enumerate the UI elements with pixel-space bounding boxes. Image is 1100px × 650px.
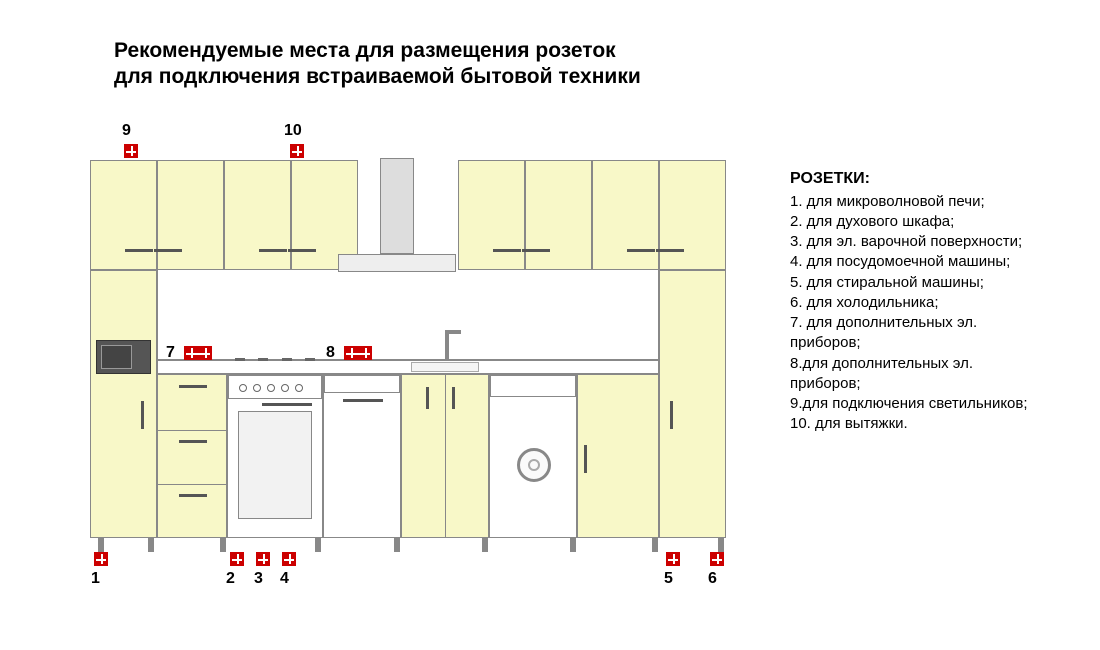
title-line-1: Рекомендуемые места для размещения розет… (114, 38, 641, 64)
lower-unit-door (577, 374, 659, 538)
legend-item: 8.для дополнительных эл. приборов; (790, 354, 1040, 395)
tall-cabinet (659, 270, 726, 538)
upper-cabinet (592, 160, 659, 270)
legend-item: 9.для подключения светильников; (790, 394, 1040, 414)
lower-unit-oven (227, 374, 323, 538)
legend-item: 2. для духового шкафа; (790, 212, 1040, 232)
upper-cabinet (157, 160, 224, 270)
legend-item: 10. для вытяжки. (790, 414, 1040, 434)
cabinet-handle-icon (656, 249, 684, 252)
cabinet-leg (98, 538, 104, 552)
socket-icon (282, 552, 296, 566)
socket-number: 7 (166, 344, 175, 362)
cabinet-handle-icon (125, 249, 153, 252)
cabinet-handle-icon (154, 249, 182, 252)
drawer-handle-icon (179, 385, 207, 388)
upper-cabinet (659, 160, 726, 270)
legend-item: 6. для холодильника; (790, 293, 1040, 313)
range-hood (338, 254, 456, 272)
cabinet-leg (718, 538, 724, 552)
cabinet-leg (394, 538, 400, 552)
socket-number: 3 (254, 570, 263, 588)
lower-unit-washer (489, 374, 577, 538)
legend: РОЗЕТКИ: 1. для микроволновой печи;2. дл… (790, 168, 1040, 435)
range-hood-duct (380, 158, 414, 254)
cabinet-handle-icon (141, 401, 144, 429)
socket-icon (666, 552, 680, 566)
lower-unit-drawers3 (157, 374, 227, 538)
socket-icon (230, 552, 244, 566)
legend-title: РОЗЕТКИ: (790, 168, 1040, 190)
cabinet-handle-icon (288, 249, 316, 252)
upper-cabinet (90, 160, 157, 270)
socket-number: 6 (708, 570, 717, 588)
cabinet-leg (652, 538, 658, 552)
socket-icon (184, 346, 212, 360)
cabinet-handle-icon (259, 249, 287, 252)
socket-number: 10 (284, 122, 302, 140)
kitchen-diagram: 12345678910 (90, 150, 770, 580)
socket-number: 2 (226, 570, 235, 588)
cabinet-handle-icon (627, 249, 655, 252)
cabinet-leg (482, 538, 488, 552)
legend-item: 3. для эл. варочной поверхности; (790, 232, 1040, 252)
socket-number: 5 (664, 570, 673, 588)
upper-cabinet (458, 160, 525, 270)
legend-item: 4. для посудомоечной машины; (790, 252, 1040, 272)
drawer-handle-icon (179, 440, 207, 443)
lower-unit-dishwasher (323, 374, 401, 538)
countertop (157, 360, 659, 374)
socket-icon (344, 346, 372, 360)
tall-cabinet (90, 270, 157, 538)
cooktop (235, 358, 315, 364)
drawer-handle-icon (179, 494, 207, 497)
socket-number: 8 (326, 344, 335, 362)
socket-number: 1 (91, 570, 100, 588)
lower-unit-sink_cab (401, 374, 489, 538)
socket-icon (710, 552, 724, 566)
socket-number: 4 (280, 570, 289, 588)
backsplash (157, 270, 659, 360)
washer-door-icon (517, 448, 551, 482)
legend-item: 1. для микроволновой печи; (790, 192, 1040, 212)
socket-icon (124, 144, 138, 158)
cabinet-leg (148, 538, 154, 552)
legend-item: 7. для дополнительных эл. приборов; (790, 313, 1040, 354)
legend-item: 5. для стиральной машины; (790, 273, 1040, 293)
legend-list: 1. для микроволновой печи;2. для духовог… (790, 192, 1040, 435)
cabinet-leg (570, 538, 576, 552)
title-line-2: для подключения встраиваемой бытовой тех… (114, 64, 641, 90)
cabinet-handle-icon (522, 249, 550, 252)
microwave-icon (96, 340, 151, 374)
upper-cabinet (525, 160, 592, 270)
socket-icon (256, 552, 270, 566)
cabinet-handle-icon (493, 249, 521, 252)
socket-icon (94, 552, 108, 566)
cabinet-leg (220, 538, 226, 552)
cabinet-leg (315, 538, 321, 552)
socket-number: 9 (122, 122, 131, 140)
upper-cabinet (224, 160, 291, 270)
sink-icon (411, 362, 479, 372)
socket-icon (290, 144, 304, 158)
page-title: Рекомендуемые места для размещения розет… (114, 38, 641, 91)
cabinet-handle-icon (670, 401, 673, 429)
faucet-icon (445, 333, 449, 361)
